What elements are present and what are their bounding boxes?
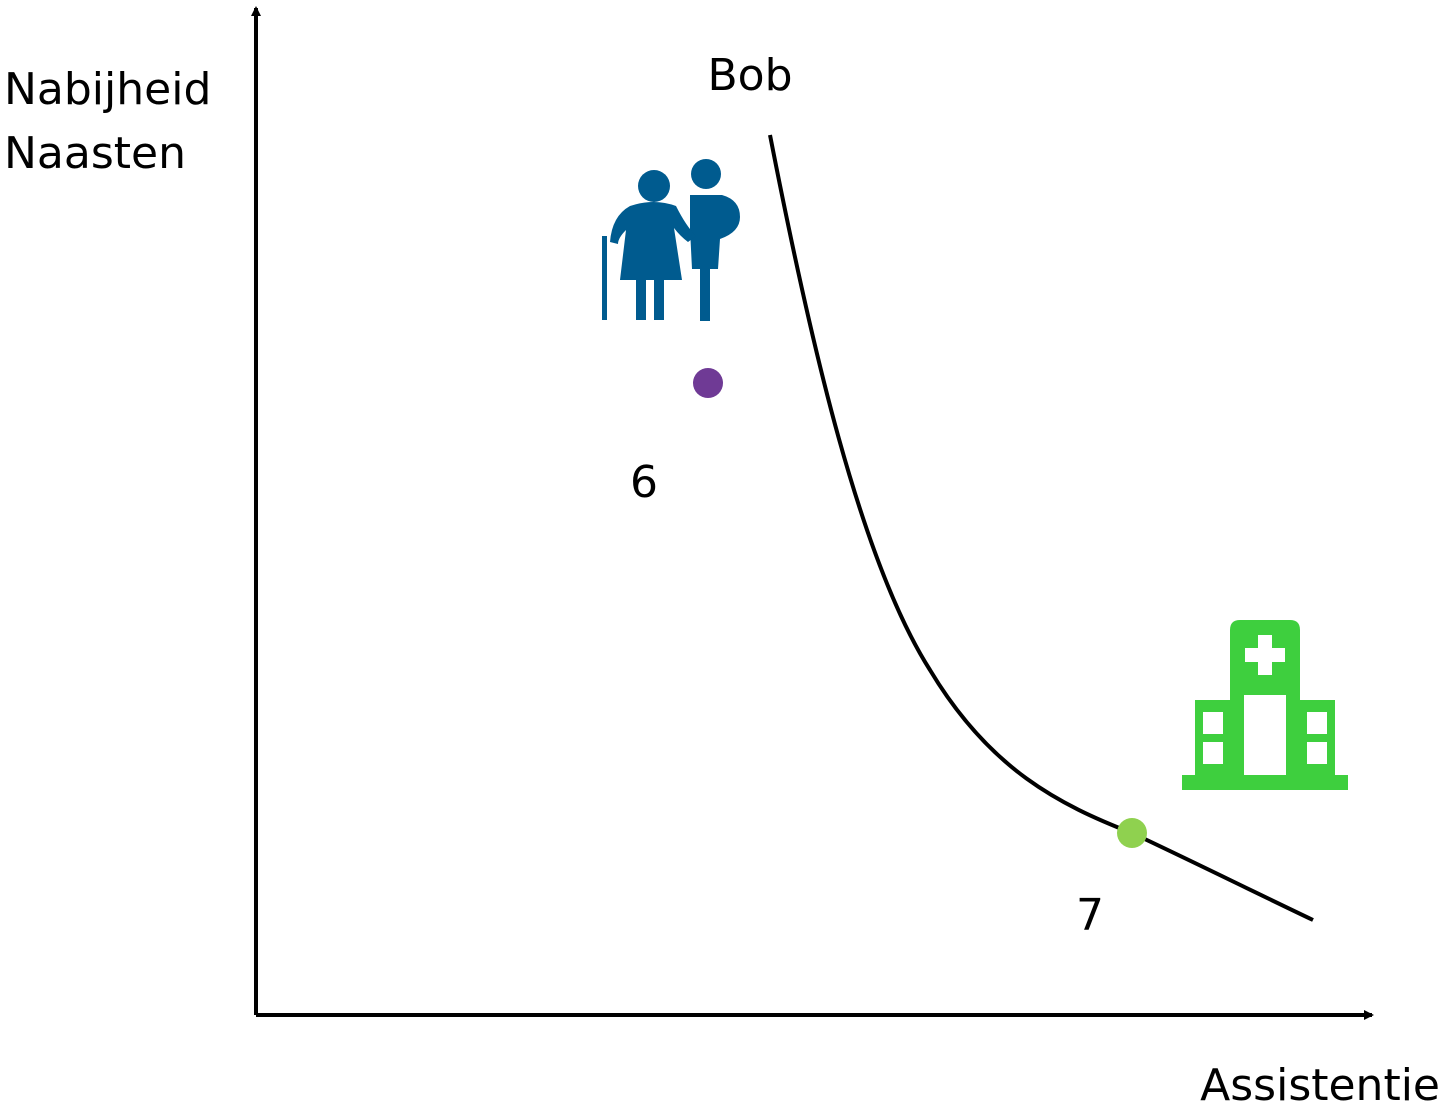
x-axis-label: Assistentie	[1200, 1060, 1440, 1108]
point	[693, 368, 723, 398]
y-axis-label: Nabijheid	[4, 64, 211, 115]
curve	[768, 134, 1314, 922]
y-axis-label: Naasten	[4, 128, 186, 179]
point-label: 7	[1076, 890, 1104, 941]
hospital-icon	[1182, 620, 1348, 790]
elderly-icon	[602, 159, 740, 321]
curve-label: Bob	[707, 50, 792, 101]
point-label: 6	[630, 457, 658, 508]
point	[1117, 818, 1147, 848]
